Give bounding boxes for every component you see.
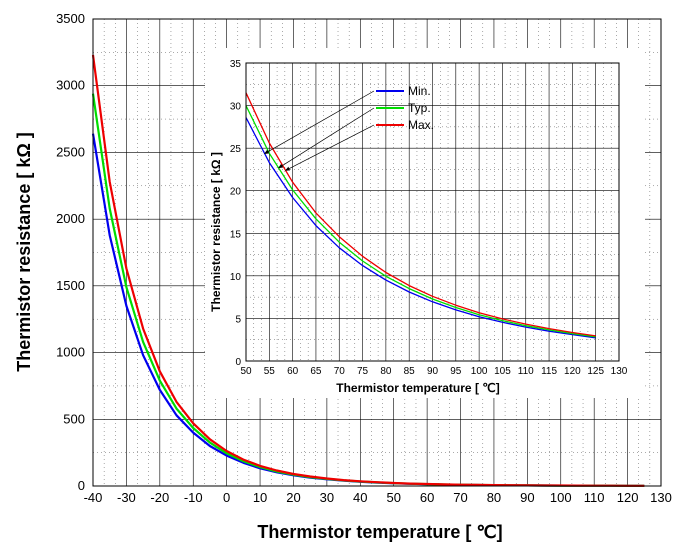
x-tick-label: 130 <box>611 366 628 377</box>
x-tick-label: 70 <box>334 366 346 377</box>
x-tick-label: 60 <box>420 490 434 505</box>
x-tick-label: 30 <box>320 490 334 505</box>
legend-label: Max. <box>408 118 434 132</box>
y-tick-label: 3000 <box>56 78 85 93</box>
x-tick-label: -10 <box>184 490 203 505</box>
x-tick-label: 75 <box>357 366 369 377</box>
x-tick-label: 120 <box>617 490 639 505</box>
x-tick-label: 10 <box>253 490 267 505</box>
y-tick-label: 20 <box>230 187 242 198</box>
x-tick-label: 50 <box>386 490 400 505</box>
main-x-axis-label: Thermistor temperature [ ℃] <box>257 522 502 542</box>
y-tick-label: 10 <box>230 272 242 283</box>
x-tick-label: 120 <box>564 366 581 377</box>
y-tick-label: 3500 <box>56 11 85 26</box>
y-tick-label: 0 <box>78 478 85 493</box>
y-tick-label: 30 <box>230 102 242 113</box>
x-tick-label: 20 <box>286 490 300 505</box>
x-tick-label: 125 <box>587 366 604 377</box>
x-tick-label: 90 <box>427 366 439 377</box>
x-tick-label: 80 <box>487 490 501 505</box>
x-tick-label: 60 <box>287 366 299 377</box>
x-tick-label: -20 <box>150 490 169 505</box>
x-tick-label: -30 <box>117 490 136 505</box>
x-tick-label: 110 <box>518 366 534 377</box>
y-tick-label: 0 <box>235 357 241 368</box>
x-tick-label: 50 <box>240 366 252 377</box>
x-tick-label: 65 <box>310 366 322 377</box>
legend-label: Min. <box>408 84 431 98</box>
legend-label: Typ. <box>408 101 431 115</box>
x-tick-label: 70 <box>453 490 467 505</box>
x-tick-label: 40 <box>353 490 367 505</box>
y-tick-label: 15 <box>230 229 242 240</box>
x-tick-label: 55 <box>264 366 276 377</box>
inset-x-axis-label: Thermistor temperature [ ℃] <box>336 381 500 395</box>
x-tick-label: 105 <box>494 366 511 377</box>
y-tick-label: 35 <box>230 59 242 70</box>
x-tick-label: 115 <box>541 366 557 377</box>
y-tick-label: 500 <box>63 411 85 426</box>
y-tick-label: 2500 <box>56 144 85 159</box>
x-tick-label: 0 <box>223 490 230 505</box>
x-tick-label: 130 <box>650 490 672 505</box>
x-tick-label: 95 <box>450 366 462 377</box>
x-tick-label: 100 <box>471 366 488 377</box>
inset-chart: 50 55 60 65 70 75 80 85 90 95 100 105 110 115 120 125 13… <box>205 48 645 398</box>
x-tick-label: 85 <box>404 366 416 377</box>
x-tick-label: 100 <box>550 490 572 505</box>
x-tick-label: 90 <box>520 490 534 505</box>
x-tick-label: -40 <box>84 490 103 505</box>
y-tick-label: 1500 <box>56 278 85 293</box>
y-tick-label: 1000 <box>56 345 85 360</box>
x-tick-label: 110 <box>584 490 605 505</box>
x-tick-label: 80 <box>380 366 392 377</box>
y-tick-label: 5 <box>235 314 241 325</box>
main-y-axis-label: Thermistor resistance [ kΩ ] <box>14 132 34 372</box>
y-tick-label: 2000 <box>56 211 85 226</box>
inset-y-axis-label: Thermistor resistance [ kΩ ] <box>209 152 223 312</box>
y-tick-label: 25 <box>230 144 242 155</box>
